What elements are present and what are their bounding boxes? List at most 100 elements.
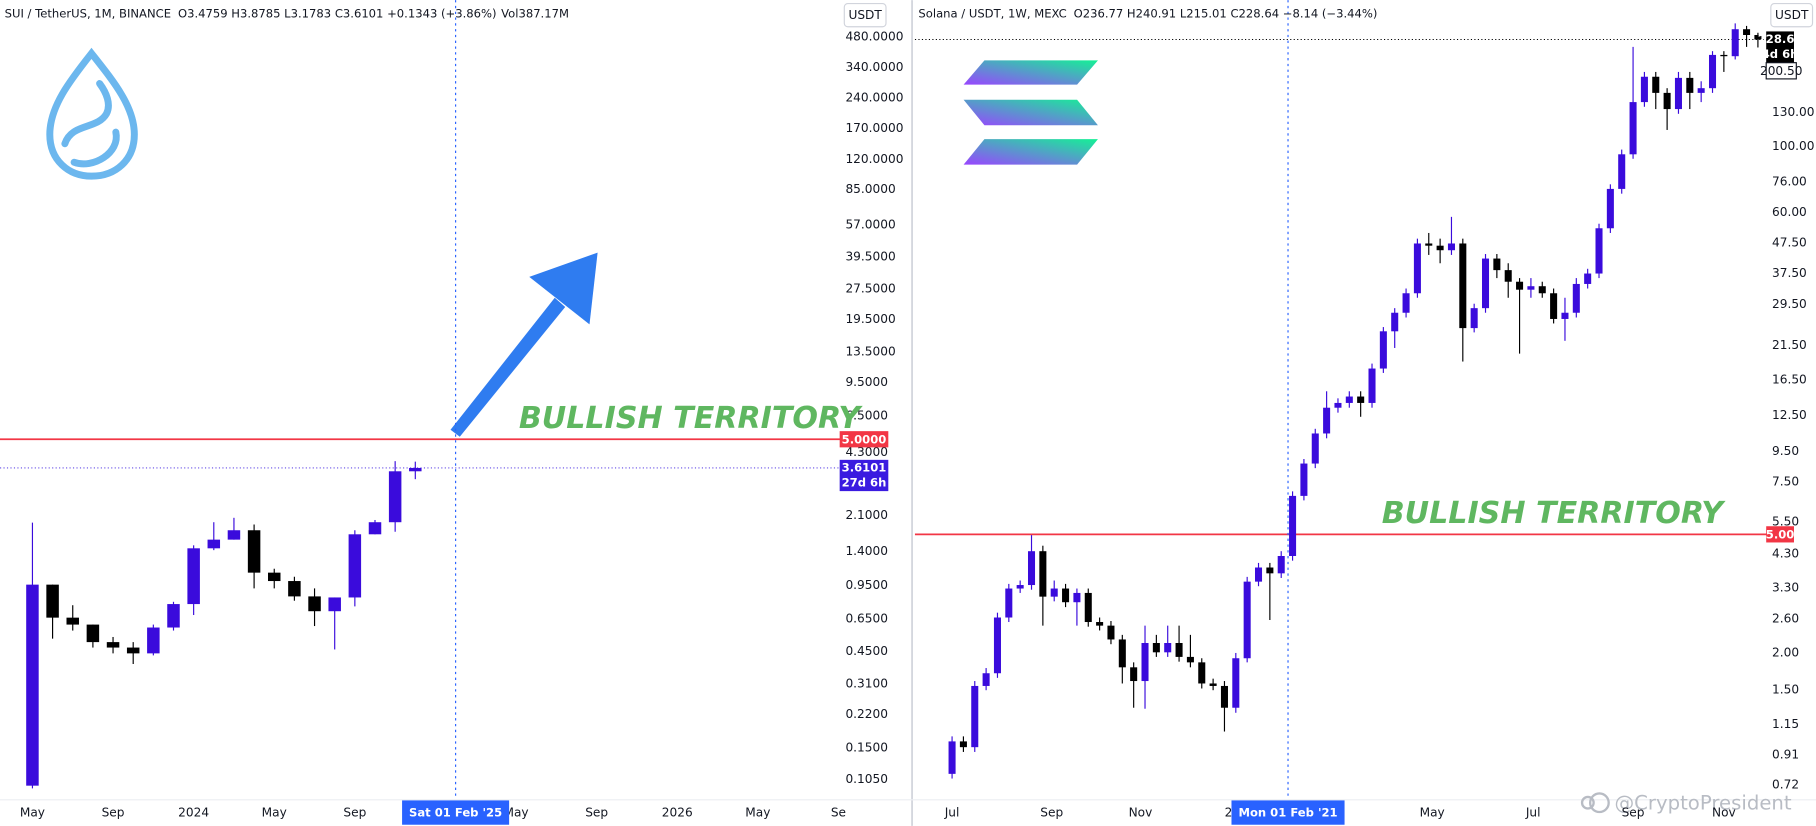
candle-body xyxy=(409,467,422,472)
y-tick-label: 12.50 xyxy=(1772,408,1807,422)
candle-body xyxy=(348,534,362,598)
legend-title: SUI / TetherUS, 1M, BINANCE xyxy=(5,7,171,21)
candle-body xyxy=(948,741,956,774)
candle-body xyxy=(1073,592,1081,603)
y-tick-label: 0.91 xyxy=(1772,747,1799,761)
y-tick-label: 2.1000 xyxy=(845,508,888,522)
candle-body xyxy=(1277,555,1285,574)
candle-body xyxy=(1379,331,1387,369)
y-tick-label: 13.5000 xyxy=(845,344,895,358)
candle-body xyxy=(982,673,990,686)
price-tag xyxy=(839,459,889,492)
candle-body xyxy=(187,548,200,605)
x-tick-label: Jul xyxy=(1525,806,1541,820)
candle-body xyxy=(46,584,59,618)
annotation: BULLISH TERRITORY xyxy=(519,401,864,436)
y-tick-label: 120.0000 xyxy=(845,152,903,166)
x-tick-label: Sep xyxy=(585,806,608,820)
candle-body xyxy=(1334,402,1342,408)
y-tick-label: 340.0000 xyxy=(845,60,903,74)
candle-body xyxy=(1186,656,1194,663)
candle-body xyxy=(288,581,301,597)
crosshair-label: Mon 01 Feb '21 xyxy=(1238,806,1337,820)
x-tick-label: Nov xyxy=(1712,806,1736,820)
price-tag-label: 3.6101 xyxy=(842,460,887,474)
candle-body xyxy=(1413,243,1421,294)
legend-title: Solana / USDT, 1W, MEXC xyxy=(918,7,1066,21)
candle-body xyxy=(368,522,382,535)
candle-body xyxy=(66,617,79,625)
x-tick-label: 2024 xyxy=(178,806,209,820)
legend-ohlc: O3.4759 H3.8785 L3.1783 C3.6101 +0.1343 … xyxy=(178,7,497,21)
y-tick-label: 0.3100 xyxy=(845,677,888,691)
candle-body xyxy=(1220,685,1228,708)
level-tag xyxy=(839,431,889,448)
y-tick-label: 37.50 xyxy=(1772,266,1807,280)
candle-body xyxy=(1323,407,1331,434)
candle-body xyxy=(1504,270,1512,282)
y-tick-label: 9.5000 xyxy=(845,375,888,389)
candle-body xyxy=(147,627,160,654)
candle-body xyxy=(993,617,1001,674)
candle-body xyxy=(207,539,221,549)
annotation: BULLISH TERRITORY xyxy=(1382,496,1727,531)
y-tick-label: 0.9500 xyxy=(845,578,888,592)
arrow xyxy=(450,252,598,437)
extra-tag-label: 200.50 xyxy=(1760,64,1803,78)
crosshair-label-box xyxy=(402,800,510,825)
y-tick-label: 5.50 xyxy=(1772,515,1799,529)
candle-body xyxy=(227,530,241,540)
x-tick-label: Sep xyxy=(102,806,125,820)
y-tick-label: 9.50 xyxy=(1772,444,1799,458)
candle-body xyxy=(1107,625,1115,640)
candle-body xyxy=(1084,592,1092,623)
currency-label: USDT xyxy=(1775,8,1809,22)
candle-body xyxy=(1481,258,1490,309)
candle-body xyxy=(1674,77,1682,110)
y-tick-label: 0.72 xyxy=(1772,778,1799,792)
candle-body xyxy=(1425,243,1433,246)
candle-body xyxy=(1311,433,1319,464)
currency-box xyxy=(843,3,887,28)
candle-body xyxy=(1686,77,1694,93)
candle-body xyxy=(268,572,281,582)
y-tick-label: 4.3000 xyxy=(845,445,888,459)
x-tick-label: Se xyxy=(831,806,846,820)
level-tag-label: 5.00 xyxy=(1766,527,1795,541)
candle-body xyxy=(1493,258,1501,271)
price-tag xyxy=(1766,31,1794,63)
sui-logo xyxy=(46,47,138,180)
candle-body xyxy=(1538,286,1546,294)
level-tag xyxy=(1766,526,1794,543)
crosshair-label: Sat 01 Feb '25 xyxy=(409,806,502,820)
candle-body xyxy=(1561,312,1569,319)
y-tick-label: 2.00 xyxy=(1772,645,1799,659)
y-tick-label: 1.4000 xyxy=(845,544,888,558)
candle-body xyxy=(1527,286,1535,290)
candle-body xyxy=(1266,567,1274,574)
candle-body xyxy=(1584,273,1592,284)
x-tick-label: Sep xyxy=(1040,806,1063,820)
candle-body xyxy=(1005,588,1013,618)
x-tick-label: Sep xyxy=(1622,806,1645,820)
candle-body xyxy=(1640,76,1648,103)
candle-body xyxy=(1345,396,1353,403)
y-tick-label: 4.30 xyxy=(1772,546,1799,560)
y-tick-label: 57.0000 xyxy=(845,217,895,231)
y-tick-label: 0.1050 xyxy=(845,772,888,786)
candle-body xyxy=(1402,293,1410,313)
price-tag-countdown: 27d 6h xyxy=(842,476,887,490)
y-tick-label: 7.50 xyxy=(1772,474,1799,488)
candle-body xyxy=(126,647,140,654)
y-tick-label: 76.00 xyxy=(1772,175,1807,189)
candle-body xyxy=(1027,551,1036,586)
y-tick-label: 29.50 xyxy=(1772,297,1807,311)
watermark-icon xyxy=(1580,792,1610,814)
candle-body xyxy=(1697,88,1705,93)
candle-body xyxy=(1618,154,1626,189)
candle-body xyxy=(1595,228,1603,274)
y-tick-label: 0.4500 xyxy=(845,644,888,658)
candle-body xyxy=(1720,54,1728,57)
